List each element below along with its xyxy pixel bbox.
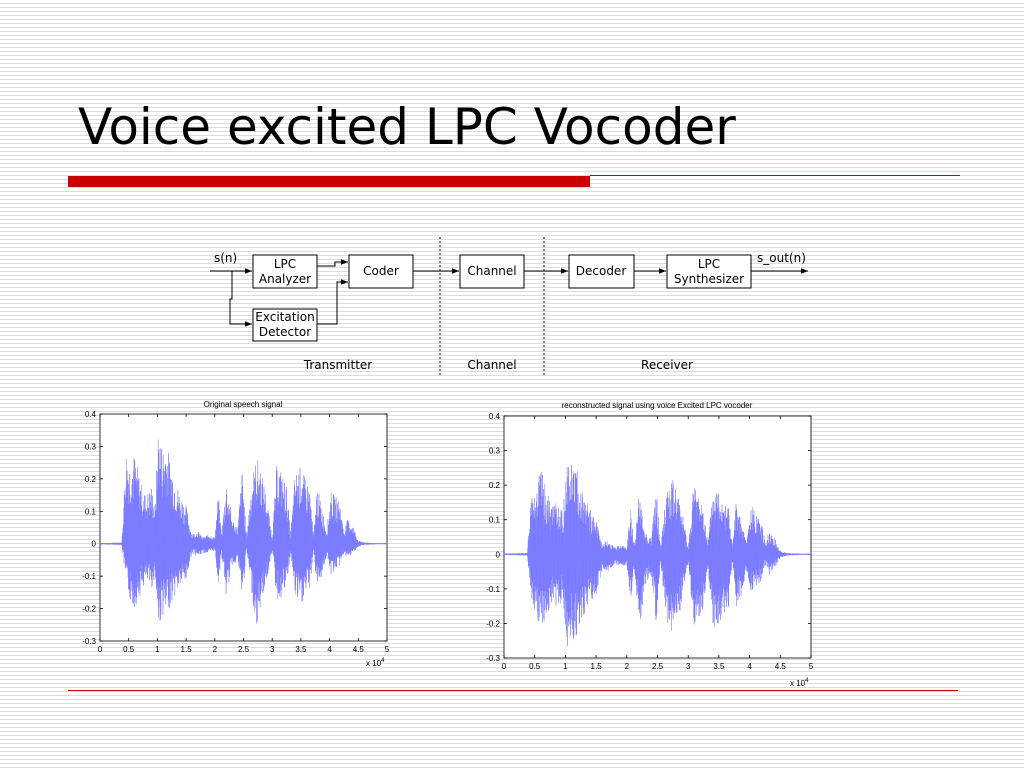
y-tick-labels: 0.4 0.3 0.2 0.1 0 -0.1 -0.2 -0.3 — [486, 412, 500, 663]
plot-title: reconstructed signal using voice Excited… — [562, 401, 753, 410]
x-multiplier-label: x 104 — [366, 658, 385, 668]
x-tick-label: 3 — [686, 662, 691, 671]
y-tick-label: -0.1 — [486, 585, 500, 594]
y-tick-label: -0.3 — [486, 654, 500, 663]
x-tick-label: 3.5 — [713, 662, 725, 671]
y-tick-label: 0.3 — [85, 442, 97, 451]
reconstructed-signal-plot: reconstructed signal using voice Excited… — [486, 401, 814, 688]
x-tick-label: 0 — [502, 662, 507, 671]
x-tick-label: 1 — [563, 662, 568, 671]
receiver-section-label: Receiver — [641, 358, 693, 372]
detector-to-coder-arrow — [317, 279, 348, 325]
y-tick-label: -0.1 — [82, 572, 96, 581]
input-signal-label: s(n) — [214, 251, 237, 265]
x-tick-label: 0 — [98, 645, 103, 654]
x-multiplier-label: x 104 — [790, 678, 809, 688]
y-tick-label: 0 — [92, 540, 97, 549]
excitation-detector-label-2: Detector — [259, 325, 311, 339]
y-tick-label: 0.3 — [489, 447, 501, 456]
footer-accent-line — [68, 690, 958, 691]
x-tick-label: 0.5 — [123, 645, 135, 654]
x-tick-label: 2.5 — [652, 662, 664, 671]
lpc-synthesizer-label-2: Synthesizer — [674, 272, 744, 286]
y-tick-label: -0.2 — [82, 605, 96, 614]
slide-title: Voice excited LPC Vocoder — [78, 98, 736, 156]
lpc-analyzer-label-1: LPC — [274, 257, 296, 271]
lpc-synthesizer-label-1: LPC — [698, 257, 720, 271]
y-tick-label: -0.2 — [486, 619, 500, 628]
output-signal-label: s_out(n) — [757, 251, 806, 265]
x-tick-label: 3.5 — [295, 645, 307, 654]
original-signal-plot: Original speech signal 0 0.5 1 1.5 2 2.5… — [82, 400, 390, 668]
excitation-detector-label-1: Excitation — [255, 310, 314, 324]
x-tick-label: 0.5 — [529, 662, 541, 671]
y-tick-label: 0.4 — [489, 412, 501, 421]
lpc-analyzer-block — [252, 254, 318, 289]
x-tick-label: 4.5 — [353, 645, 365, 654]
analyzer-to-coder-arrow — [317, 259, 348, 267]
lpc-analyzer-label-2: Analyzer — [259, 272, 311, 286]
title-accent-bar — [68, 176, 590, 187]
x-tick-label: 1.5 — [591, 662, 603, 671]
x-tick-label: 5 — [809, 662, 814, 671]
coder-label: Coder — [363, 264, 399, 278]
y-tick-label: 0.1 — [85, 507, 97, 516]
decoder-label: Decoder — [576, 264, 627, 278]
y-tick-label: -0.3 — [82, 637, 96, 646]
channel-block-label: Channel — [467, 264, 516, 278]
x-tick-labels: 0 0.5 1 1.5 2 2.5 3 3.5 4 4.5 5 — [98, 645, 390, 654]
x-tick-label: 1.5 — [181, 645, 193, 654]
transmitter-section-label: Transmitter — [303, 358, 373, 372]
x-tick-label: 4 — [327, 645, 332, 654]
channel-section-label: Channel — [467, 358, 516, 372]
y-tick-label: 0.4 — [85, 410, 97, 419]
coder-block — [348, 254, 414, 289]
x-tick-label: 3 — [270, 645, 275, 654]
y-tick-label: 0 — [496, 550, 501, 559]
x-tick-label: 1 — [155, 645, 160, 654]
plot-title: Original speech signal — [204, 400, 283, 409]
axis-ticks — [503, 415, 812, 659]
signal-trace — [503, 465, 812, 646]
x-tick-label: 4 — [747, 662, 752, 671]
excitation-detector-block — [252, 308, 318, 342]
x-tick-label: 2 — [625, 662, 630, 671]
title-accent-line — [590, 175, 960, 176]
excitation-feed-arrow — [229, 271, 252, 327]
x-tick-label: 5 — [385, 645, 390, 654]
signal-trace — [99, 439, 388, 624]
x-tick-label: 2.5 — [238, 645, 250, 654]
x-tick-label: 4.5 — [775, 662, 787, 671]
y-tick-label: 0.2 — [85, 475, 97, 484]
block-diagram — [210, 237, 808, 375]
y-tick-label: 0.2 — [489, 481, 501, 490]
x-tick-labels: 0 0.5 1 1.5 2 2.5 3 3.5 4 4.5 5 — [502, 662, 814, 671]
y-tick-label: 0.1 — [489, 516, 501, 525]
x-tick-label: 2 — [213, 645, 218, 654]
y-tick-labels: 0.4 0.3 0.2 0.1 0 -0.1 -0.2 -0.3 — [82, 410, 96, 646]
